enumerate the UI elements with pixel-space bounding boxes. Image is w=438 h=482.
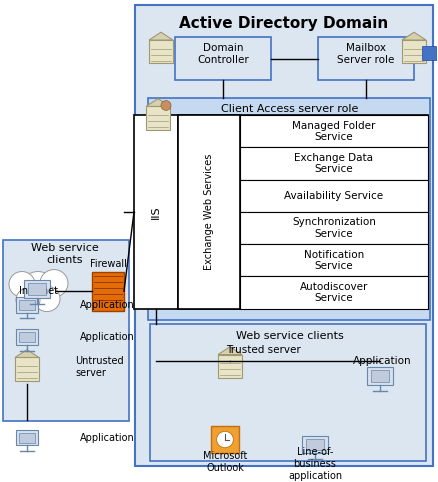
Text: Active Directory Domain: Active Directory Domain	[180, 15, 389, 31]
Bar	[306, 439, 325, 450]
Bar	[178, 115, 240, 308]
Circle shape	[40, 269, 68, 297]
Bar	[146, 107, 170, 130]
Text: Internet: Internet	[18, 286, 57, 296]
Text: Managed Folder
Service: Managed Folder Service	[292, 120, 376, 142]
Bar	[18, 332, 35, 342]
Bar	[211, 426, 239, 453]
Bar	[16, 297, 38, 312]
Text: Availability Service: Availability Service	[284, 191, 384, 201]
Bar	[402, 40, 426, 64]
Bar	[371, 370, 389, 382]
Text: Untrusted
server: Untrusted server	[75, 357, 124, 378]
Bar	[302, 436, 328, 453]
Text: Web service clients: Web service clients	[236, 331, 344, 341]
Bar	[135, 5, 433, 466]
Bar	[18, 432, 35, 442]
Bar	[178, 115, 428, 308]
Text: IIS: IIS	[151, 205, 161, 219]
Polygon shape	[146, 99, 170, 107]
Bar	[367, 367, 392, 385]
Bar	[318, 37, 414, 80]
Bar	[16, 430, 38, 445]
Bar	[150, 324, 426, 461]
Bar	[18, 300, 35, 310]
Bar	[240, 244, 428, 276]
Bar	[148, 98, 430, 321]
Circle shape	[20, 271, 56, 307]
Text: Application: Application	[353, 356, 411, 366]
Bar	[15, 358, 39, 381]
Bar	[16, 329, 38, 345]
Bar	[28, 283, 46, 295]
Text: Application: Application	[80, 432, 135, 442]
Bar	[134, 115, 178, 308]
Bar	[240, 276, 428, 308]
Text: Firewall: Firewall	[89, 259, 127, 269]
Text: Application: Application	[80, 300, 135, 310]
Bar	[92, 271, 124, 310]
Text: Application: Application	[80, 332, 135, 342]
Circle shape	[217, 431, 233, 448]
Polygon shape	[15, 349, 39, 358]
Bar	[240, 180, 428, 212]
Text: Mailbox
Server role: Mailbox Server role	[337, 43, 395, 65]
Text: Autodiscover
Service: Autodiscover Service	[300, 282, 368, 303]
Bar	[240, 147, 428, 180]
Bar	[240, 212, 428, 244]
Text: Exchange Web Services: Exchange Web Services	[204, 154, 214, 270]
Text: Domain
Controller: Domain Controller	[197, 43, 249, 65]
Circle shape	[34, 286, 60, 311]
Polygon shape	[402, 32, 426, 40]
Bar	[422, 46, 436, 60]
Circle shape	[9, 271, 35, 297]
Circle shape	[16, 288, 40, 311]
Circle shape	[161, 101, 171, 110]
Bar	[218, 355, 242, 378]
Bar	[240, 115, 428, 147]
Text: Microsoft
Outlook: Microsoft Outlook	[203, 451, 247, 473]
Polygon shape	[149, 32, 173, 40]
Text: Client Access server role: Client Access server role	[221, 105, 359, 114]
Text: Notification
Service: Notification Service	[304, 250, 364, 271]
Bar	[149, 40, 173, 64]
Bar	[175, 37, 271, 80]
Text: Web service
clients: Web service clients	[31, 243, 99, 265]
Text: Line-of-
business
application: Line-of- business application	[288, 447, 342, 481]
Text: Trusted server: Trusted server	[226, 345, 301, 355]
Polygon shape	[218, 347, 242, 355]
Bar	[3, 241, 129, 421]
Text: Synchronization
Service: Synchronization Service	[292, 217, 376, 239]
Bar	[25, 281, 49, 298]
Text: Exchange Data
Service: Exchange Data Service	[294, 153, 374, 174]
